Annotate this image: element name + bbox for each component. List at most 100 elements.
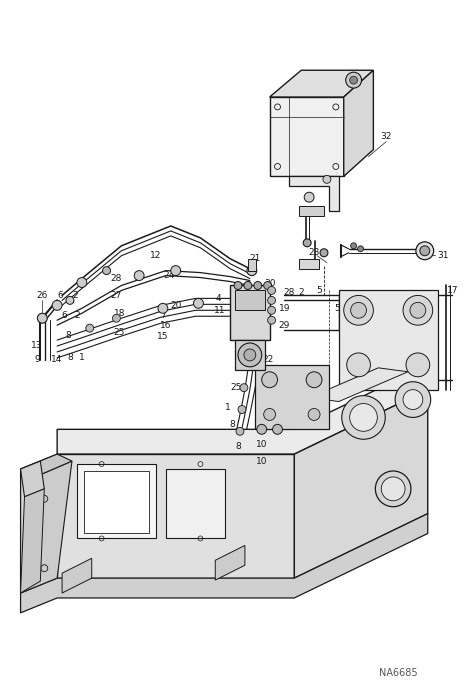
Text: 1: 1: [79, 353, 85, 362]
Circle shape: [264, 408, 275, 421]
Text: 8: 8: [65, 331, 71, 340]
Circle shape: [344, 295, 374, 325]
Polygon shape: [339, 290, 438, 389]
Circle shape: [350, 76, 357, 84]
Text: 31: 31: [437, 252, 448, 261]
Circle shape: [403, 389, 423, 410]
Circle shape: [273, 424, 283, 435]
Polygon shape: [77, 464, 156, 538]
Circle shape: [320, 249, 328, 256]
Text: 13: 13: [31, 340, 42, 349]
Circle shape: [52, 300, 62, 310]
Polygon shape: [270, 70, 374, 97]
Text: 8: 8: [67, 353, 73, 362]
Text: 5: 5: [316, 286, 322, 295]
Circle shape: [403, 295, 433, 325]
Circle shape: [236, 428, 244, 435]
Polygon shape: [255, 365, 329, 430]
Circle shape: [304, 192, 314, 202]
Polygon shape: [309, 368, 408, 401]
Polygon shape: [20, 514, 428, 613]
Circle shape: [350, 403, 377, 431]
Circle shape: [406, 353, 430, 377]
Polygon shape: [84, 471, 149, 534]
Circle shape: [306, 372, 322, 387]
Circle shape: [66, 297, 74, 304]
Circle shape: [357, 246, 364, 252]
Circle shape: [268, 306, 275, 314]
Circle shape: [86, 324, 94, 332]
Text: 23: 23: [309, 248, 320, 257]
Text: 8: 8: [229, 420, 235, 429]
Text: 28: 28: [111, 274, 122, 283]
Circle shape: [346, 353, 370, 377]
Polygon shape: [299, 206, 324, 216]
Text: 20: 20: [170, 301, 182, 310]
Circle shape: [342, 396, 385, 439]
Polygon shape: [235, 340, 264, 370]
Text: 28: 28: [284, 288, 295, 297]
Polygon shape: [235, 290, 264, 310]
Circle shape: [264, 281, 272, 290]
Text: 19: 19: [279, 304, 290, 313]
Text: 24: 24: [163, 271, 174, 280]
Circle shape: [381, 477, 405, 501]
Text: 25: 25: [114, 328, 125, 337]
Polygon shape: [270, 97, 344, 177]
Circle shape: [238, 405, 246, 414]
Text: 8: 8: [235, 441, 241, 450]
Text: 2: 2: [72, 291, 78, 300]
Circle shape: [134, 270, 144, 281]
Bar: [248, 258, 256, 270]
Circle shape: [268, 286, 275, 295]
Circle shape: [193, 299, 203, 308]
Circle shape: [257, 424, 267, 435]
Circle shape: [244, 349, 256, 361]
Circle shape: [247, 265, 257, 276]
Text: 7: 7: [160, 310, 166, 319]
Text: 12: 12: [150, 252, 162, 261]
Polygon shape: [294, 389, 428, 578]
Polygon shape: [20, 461, 72, 593]
Text: 14: 14: [52, 356, 63, 365]
Text: 3: 3: [245, 281, 251, 290]
Text: 16: 16: [160, 321, 172, 330]
Polygon shape: [20, 461, 44, 497]
Text: 1: 1: [225, 403, 231, 412]
Text: 22: 22: [262, 356, 273, 365]
Circle shape: [375, 471, 411, 507]
Text: 17: 17: [447, 286, 458, 295]
Polygon shape: [57, 365, 428, 454]
Text: 11: 11: [214, 306, 226, 315]
Circle shape: [77, 278, 87, 288]
Text: 27: 27: [111, 291, 122, 300]
Circle shape: [238, 343, 262, 367]
Circle shape: [268, 297, 275, 304]
Polygon shape: [215, 545, 245, 580]
Circle shape: [410, 302, 426, 318]
Circle shape: [171, 265, 181, 276]
Text: 32: 32: [381, 132, 392, 141]
Circle shape: [254, 281, 262, 290]
Circle shape: [268, 316, 275, 324]
Text: 26: 26: [36, 291, 48, 300]
Text: 29: 29: [279, 321, 290, 330]
Polygon shape: [20, 454, 72, 476]
Circle shape: [351, 302, 366, 318]
Text: 5: 5: [334, 304, 340, 313]
Circle shape: [308, 408, 320, 421]
Text: 30: 30: [264, 279, 275, 288]
Circle shape: [420, 246, 430, 256]
Circle shape: [303, 239, 311, 247]
Text: 2: 2: [74, 310, 80, 319]
Text: 6: 6: [57, 291, 63, 300]
Text: 10: 10: [256, 457, 267, 466]
Circle shape: [346, 72, 362, 88]
Circle shape: [351, 243, 356, 249]
Polygon shape: [290, 177, 339, 211]
Polygon shape: [57, 454, 294, 578]
Text: 2: 2: [299, 288, 304, 297]
Polygon shape: [20, 489, 44, 593]
Circle shape: [416, 242, 434, 260]
Circle shape: [102, 267, 110, 274]
